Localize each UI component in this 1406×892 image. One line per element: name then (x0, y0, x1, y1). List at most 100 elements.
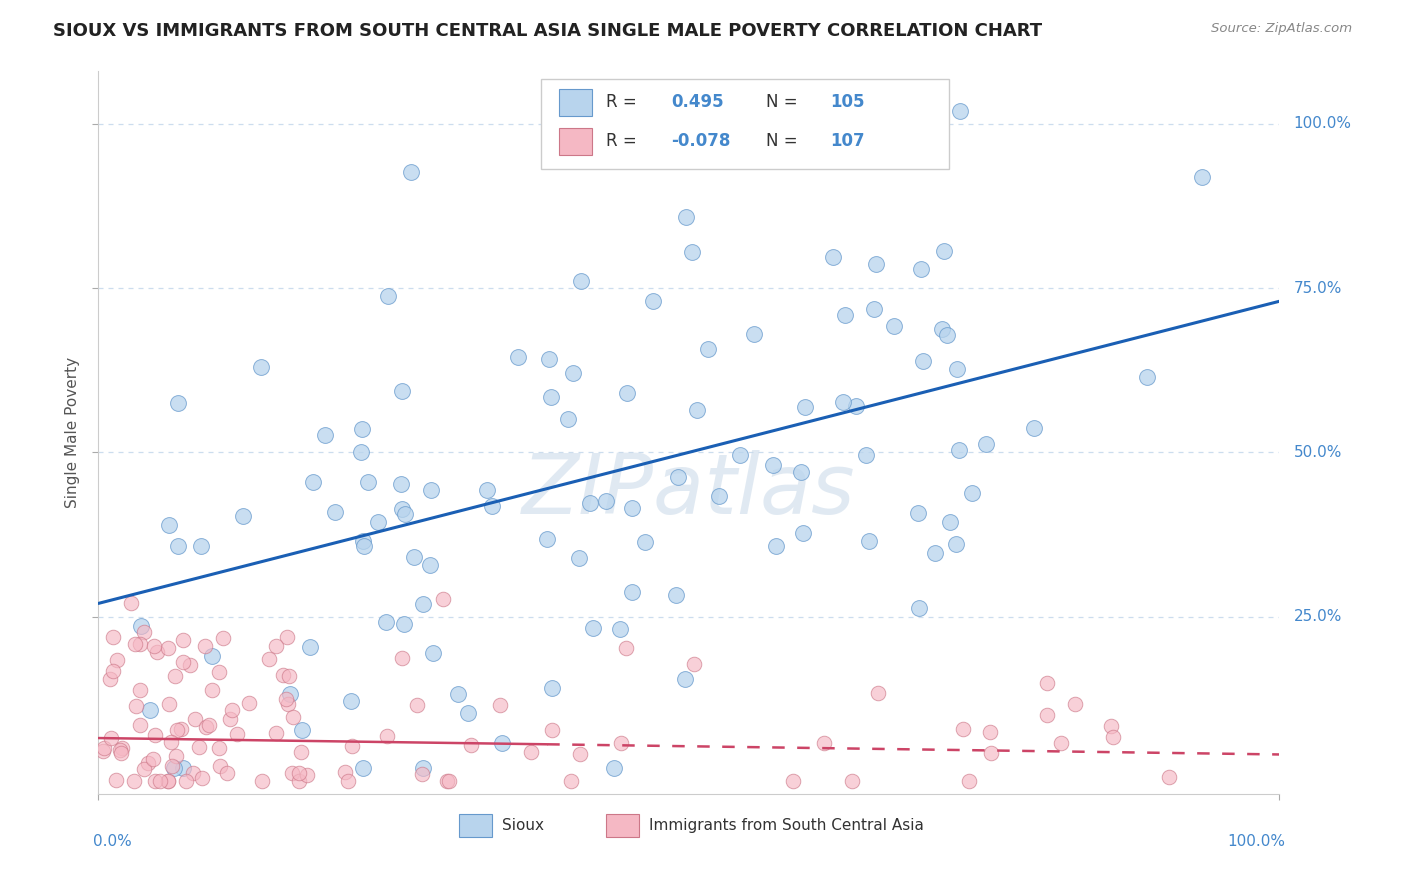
Text: N =: N = (766, 94, 803, 112)
Point (208, 665, 231, 680)
Point (277, 698, 299, 712)
Point (402, 550, 425, 565)
Point (621, 500, 644, 515)
Point (696, 343, 718, 357)
Point (1136, 370, 1159, 384)
Point (122, 773, 145, 788)
Point (226, 727, 249, 741)
Point (1049, 736, 1071, 750)
Point (291, 723, 314, 738)
Point (945, 537, 967, 551)
Point (634, 534, 657, 549)
Point (105, 653, 128, 667)
Point (392, 616, 415, 631)
Point (209, 759, 232, 773)
Point (412, 761, 434, 775)
Point (979, 725, 1001, 739)
Point (191, 771, 214, 785)
Point (264, 639, 287, 653)
Point (129, 638, 152, 652)
Point (980, 746, 1002, 760)
Point (190, 540, 212, 554)
Point (561, 366, 583, 380)
Point (276, 630, 298, 644)
Point (179, 658, 201, 673)
Point (290, 746, 312, 760)
Point (620, 584, 643, 599)
Point (681, 244, 703, 259)
Point (172, 761, 194, 775)
Point (142, 639, 165, 653)
Point (295, 767, 318, 781)
Point (250, 359, 273, 374)
Point (569, 274, 592, 288)
Point (931, 322, 953, 336)
Point (936, 327, 959, 342)
Point (1036, 675, 1059, 690)
Point (194, 639, 217, 653)
Text: N =: N = (766, 132, 803, 151)
Point (665, 588, 688, 602)
Point (201, 649, 224, 664)
Point (141, 752, 163, 766)
Point (350, 422, 373, 436)
Point (519, 746, 541, 760)
Point (792, 525, 814, 540)
Point (108, 742, 131, 756)
Point (974, 437, 997, 451)
Point (475, 483, 498, 498)
Point (432, 592, 454, 607)
Point (673, 672, 696, 686)
Point (129, 682, 152, 697)
Point (641, 293, 664, 308)
Point (1099, 719, 1122, 733)
Point (288, 766, 311, 780)
Point (457, 706, 479, 720)
Point (163, 761, 186, 775)
Point (208, 740, 231, 755)
Point (911, 354, 934, 368)
Text: 0.0%: 0.0% (93, 834, 131, 848)
Point (149, 773, 172, 788)
Point (762, 458, 785, 472)
Point (394, 507, 416, 521)
Text: 50.0%: 50.0% (1294, 445, 1341, 459)
Point (682, 657, 704, 672)
Text: Source: ZipAtlas.com: Source: ZipAtlas.com (1212, 22, 1353, 36)
Point (910, 261, 932, 276)
Point (491, 735, 513, 749)
Point (568, 747, 591, 761)
Point (91, 743, 114, 757)
Point (540, 681, 562, 696)
Point (215, 766, 238, 780)
Text: Sioux: Sioux (502, 818, 544, 833)
Text: 75.0%: 75.0% (1294, 281, 1341, 295)
Point (924, 545, 946, 559)
Point (353, 539, 375, 553)
Point (367, 515, 389, 529)
Point (541, 723, 564, 738)
Point (557, 412, 579, 426)
Point (129, 619, 152, 633)
Point (124, 637, 146, 651)
Point (184, 712, 207, 726)
Point (855, 448, 877, 462)
Point (314, 428, 336, 442)
Text: R =: R = (606, 132, 643, 151)
Point (377, 289, 399, 303)
Point (375, 615, 398, 629)
Point (411, 766, 433, 780)
Point (537, 352, 560, 367)
Text: 0.495: 0.495 (671, 94, 724, 112)
Point (863, 302, 886, 317)
Point (287, 773, 309, 788)
Point (110, 746, 132, 760)
Point (602, 761, 624, 775)
Point (948, 443, 970, 458)
Point (166, 396, 188, 410)
Point (579, 496, 602, 510)
Point (506, 350, 529, 364)
Point (299, 640, 322, 654)
Point (1064, 697, 1087, 711)
Point (143, 773, 166, 788)
